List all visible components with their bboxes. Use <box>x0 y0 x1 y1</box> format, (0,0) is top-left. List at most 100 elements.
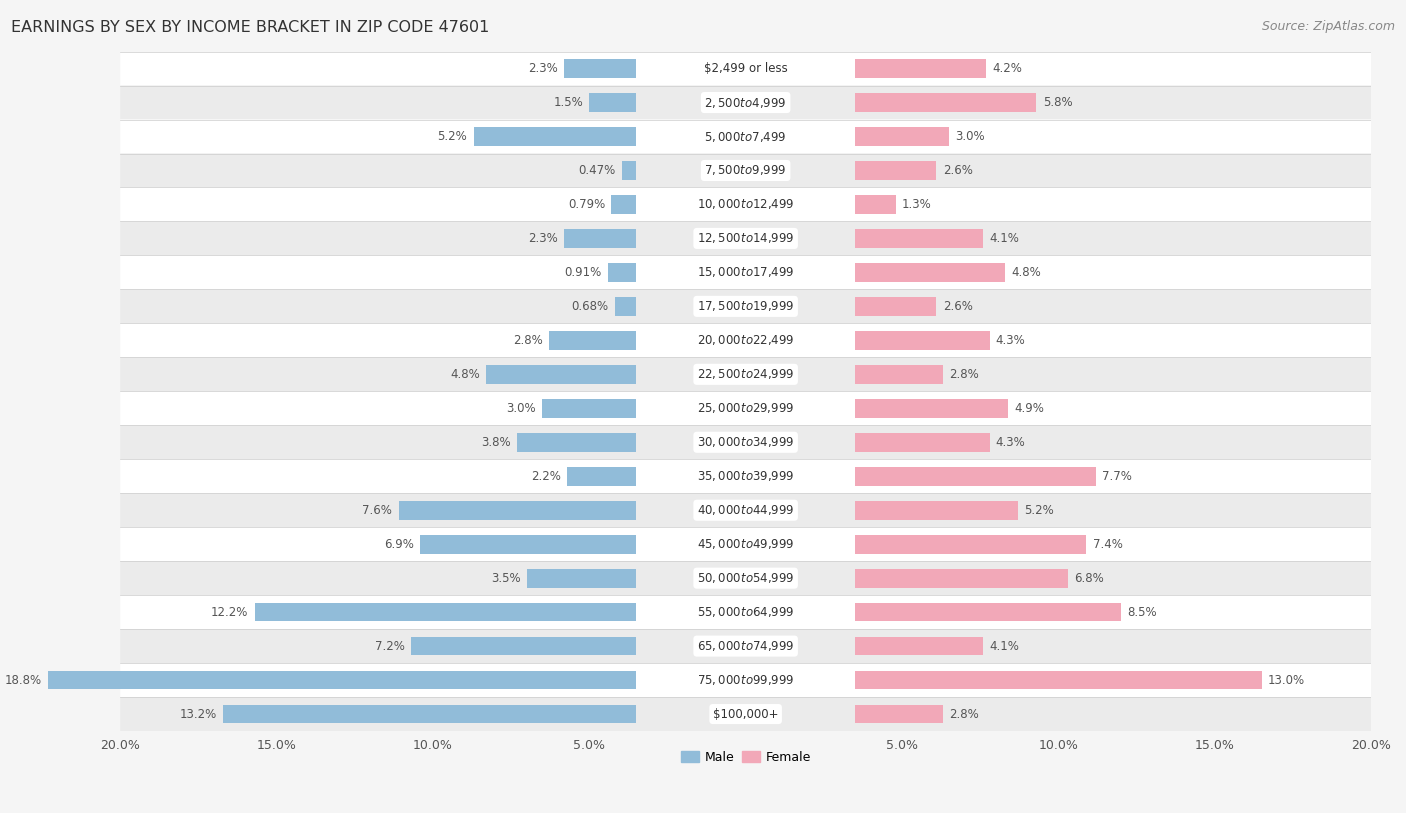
FancyBboxPatch shape <box>121 324 1371 358</box>
Text: 7.6%: 7.6% <box>363 504 392 517</box>
Text: $20,000 to $22,499: $20,000 to $22,499 <box>697 333 794 347</box>
Text: 2.6%: 2.6% <box>942 164 973 177</box>
Text: 18.8%: 18.8% <box>6 674 42 687</box>
Text: 6.9%: 6.9% <box>384 537 415 550</box>
Text: $10,000 to $12,499: $10,000 to $12,499 <box>697 198 794 211</box>
Bar <box>855 399 1008 418</box>
Text: $50,000 to $54,999: $50,000 to $54,999 <box>697 572 794 585</box>
Bar <box>855 263 1005 282</box>
Text: 2.8%: 2.8% <box>513 334 543 347</box>
FancyBboxPatch shape <box>121 120 1371 154</box>
Bar <box>48 671 636 689</box>
Text: 0.91%: 0.91% <box>564 266 602 279</box>
Text: 2.2%: 2.2% <box>531 470 561 483</box>
Text: $12,500 to $14,999: $12,500 to $14,999 <box>697 232 794 246</box>
Bar <box>855 535 1087 554</box>
Bar <box>855 127 949 146</box>
Text: 4.8%: 4.8% <box>450 367 479 380</box>
FancyBboxPatch shape <box>121 425 1371 459</box>
Text: $2,499 or less: $2,499 or less <box>704 62 787 75</box>
FancyBboxPatch shape <box>121 629 1371 663</box>
Bar <box>855 671 1261 689</box>
Text: $45,000 to $49,999: $45,000 to $49,999 <box>697 537 794 551</box>
Text: $35,000 to $39,999: $35,000 to $39,999 <box>697 469 794 483</box>
Text: $65,000 to $74,999: $65,000 to $74,999 <box>697 639 794 653</box>
FancyBboxPatch shape <box>121 663 1371 697</box>
FancyBboxPatch shape <box>121 358 1371 391</box>
FancyBboxPatch shape <box>121 561 1371 595</box>
Text: 1.3%: 1.3% <box>903 198 932 211</box>
Text: 2.3%: 2.3% <box>529 232 558 245</box>
Text: $75,000 to $99,999: $75,000 to $99,999 <box>697 673 794 687</box>
Bar <box>855 365 942 384</box>
Bar <box>621 161 636 180</box>
FancyBboxPatch shape <box>121 221 1371 255</box>
Bar <box>564 229 636 248</box>
Bar <box>855 195 896 214</box>
FancyBboxPatch shape <box>121 51 1371 85</box>
Bar <box>855 59 987 78</box>
Text: 3.0%: 3.0% <box>506 402 536 415</box>
Text: 13.2%: 13.2% <box>180 707 217 720</box>
Text: 0.68%: 0.68% <box>572 300 609 313</box>
Bar <box>855 637 983 655</box>
Text: 13.0%: 13.0% <box>1268 674 1305 687</box>
Text: 4.8%: 4.8% <box>1011 266 1042 279</box>
FancyBboxPatch shape <box>121 459 1371 493</box>
Bar <box>855 297 936 315</box>
Text: $25,000 to $29,999: $25,000 to $29,999 <box>697 402 794 415</box>
Text: 8.5%: 8.5% <box>1128 606 1157 619</box>
Text: 4.2%: 4.2% <box>993 62 1022 75</box>
Text: 6.8%: 6.8% <box>1074 572 1104 585</box>
Bar <box>855 433 990 451</box>
Text: 2.6%: 2.6% <box>942 300 973 313</box>
Text: 0.47%: 0.47% <box>578 164 616 177</box>
Text: 12.2%: 12.2% <box>211 606 249 619</box>
Text: 3.8%: 3.8% <box>481 436 512 449</box>
Text: 7.7%: 7.7% <box>1102 470 1132 483</box>
Bar <box>607 263 636 282</box>
Bar <box>855 467 1095 485</box>
Bar <box>568 467 636 485</box>
Text: 7.4%: 7.4% <box>1092 537 1122 550</box>
Bar <box>855 229 983 248</box>
Bar <box>855 501 1018 520</box>
Text: 5.2%: 5.2% <box>1024 504 1053 517</box>
Text: Source: ZipAtlas.com: Source: ZipAtlas.com <box>1261 20 1395 33</box>
Bar <box>411 637 636 655</box>
FancyBboxPatch shape <box>121 85 1371 120</box>
FancyBboxPatch shape <box>121 188 1371 221</box>
Text: 5.8%: 5.8% <box>1043 96 1073 109</box>
Bar <box>855 93 1036 112</box>
FancyBboxPatch shape <box>121 391 1371 425</box>
Bar <box>486 365 636 384</box>
Bar <box>855 161 936 180</box>
FancyBboxPatch shape <box>121 595 1371 629</box>
Text: 3.0%: 3.0% <box>955 130 984 143</box>
Bar <box>855 602 1121 621</box>
Bar <box>224 705 636 724</box>
Bar <box>612 195 636 214</box>
Bar <box>517 433 636 451</box>
Text: 4.9%: 4.9% <box>1015 402 1045 415</box>
Text: 1.5%: 1.5% <box>554 96 583 109</box>
Text: $55,000 to $64,999: $55,000 to $64,999 <box>697 605 794 620</box>
Text: 5.2%: 5.2% <box>437 130 467 143</box>
FancyBboxPatch shape <box>121 289 1371 324</box>
Text: 3.5%: 3.5% <box>491 572 520 585</box>
Bar <box>420 535 636 554</box>
Text: $17,500 to $19,999: $17,500 to $19,999 <box>697 299 794 313</box>
Text: $30,000 to $34,999: $30,000 to $34,999 <box>697 435 794 450</box>
Text: $40,000 to $44,999: $40,000 to $44,999 <box>697 503 794 517</box>
FancyBboxPatch shape <box>121 697 1371 731</box>
Bar <box>855 331 990 350</box>
Text: $22,500 to $24,999: $22,500 to $24,999 <box>697 367 794 381</box>
Bar <box>543 399 636 418</box>
Text: 4.1%: 4.1% <box>990 640 1019 653</box>
Bar <box>589 93 636 112</box>
Bar <box>564 59 636 78</box>
Text: 4.3%: 4.3% <box>995 436 1025 449</box>
Text: 7.2%: 7.2% <box>375 640 405 653</box>
Bar <box>527 569 636 588</box>
Bar <box>254 602 636 621</box>
